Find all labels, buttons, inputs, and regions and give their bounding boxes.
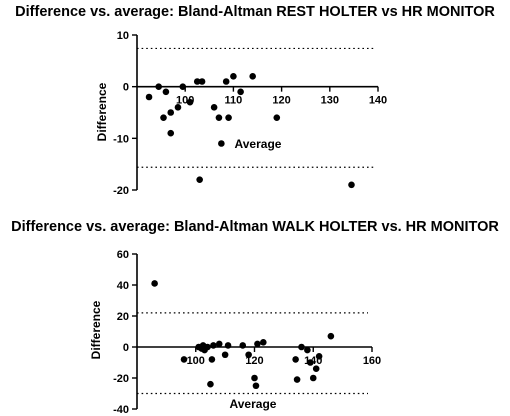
data-point: [162, 88, 170, 96]
data-point: [293, 376, 301, 383]
y-axis-title: Difference: [95, 82, 109, 141]
data-point: [251, 374, 258, 382]
data-point: [245, 351, 252, 359]
y-tick-label: -10: [113, 133, 129, 145]
data-point: [180, 356, 188, 363]
y-tick-label: 0: [123, 342, 129, 354]
data-point: [215, 114, 223, 121]
data-point: [225, 114, 232, 121]
x-tick-label: 130: [321, 95, 339, 107]
data-point: [312, 365, 320, 373]
data-point: [309, 374, 317, 382]
data-point: [307, 359, 314, 366]
data-point: [193, 78, 201, 85]
data-point: [249, 73, 256, 80]
data-point: [207, 380, 214, 388]
chart-title-walk: Difference vs. average: Bland-Altman WAL…: [11, 219, 499, 235]
data-point: [167, 109, 175, 116]
data-point: [179, 83, 187, 90]
data-point: [224, 342, 232, 349]
x-tick-label: 110: [225, 95, 243, 107]
data-point: [186, 98, 194, 106]
y-tick-label: -20: [113, 373, 129, 385]
x-tick-label: 100: [187, 355, 205, 367]
data-point: [298, 343, 305, 351]
data-point: [210, 342, 217, 349]
data-point: [222, 78, 230, 85]
x-axis-title: Average: [235, 137, 282, 151]
x-tick-label: 120: [245, 355, 263, 367]
y-tick-label: 20: [117, 311, 129, 323]
data-point: [304, 346, 311, 354]
data-point: [348, 181, 355, 189]
y-tick-label: 0: [123, 82, 129, 94]
data-point: [252, 382, 260, 390]
data-point: [196, 176, 203, 183]
data-point: [145, 93, 153, 101]
y-tick-label: -20: [113, 185, 129, 197]
data-point: [221, 351, 229, 359]
data-point: [174, 104, 182, 111]
y-tick-label: 10: [117, 30, 129, 42]
data-point: [210, 104, 218, 111]
data-point: [167, 129, 175, 137]
y-tick-label: 40: [117, 280, 129, 292]
x-axis-title: Average: [230, 397, 277, 411]
data-point: [218, 140, 225, 147]
data-point: [315, 353, 323, 360]
data-point: [230, 73, 237, 80]
data-point: [208, 356, 216, 363]
data-point: [292, 356, 299, 363]
data-point: [327, 332, 335, 340]
data-point: [160, 114, 167, 121]
data-point: [198, 78, 206, 85]
x-tick-label: 140: [369, 95, 387, 107]
data-point: [254, 340, 261, 348]
data-point: [155, 83, 162, 90]
data-point: [204, 343, 211, 351]
data-point: [151, 280, 158, 287]
chart-title-rest: Difference vs. average: Bland-Altman RES…: [15, 4, 495, 20]
data-point: [237, 88, 244, 96]
data-point: [273, 114, 281, 121]
data-point: [260, 339, 267, 346]
y-tick-label: -40: [113, 404, 129, 416]
y-tick-label: 60: [117, 249, 129, 261]
data-point: [239, 342, 247, 349]
x-tick-label: 120: [272, 95, 290, 107]
y-axis-title: Difference: [89, 300, 103, 359]
data-point: [215, 340, 223, 348]
x-tick-label: 160: [363, 355, 381, 367]
